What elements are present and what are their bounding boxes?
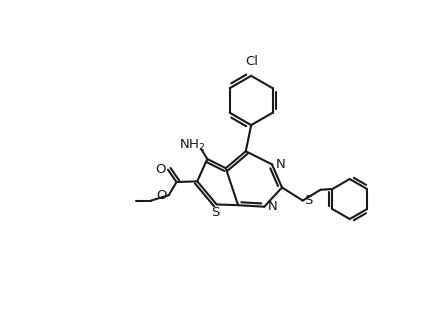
Text: O: O — [156, 189, 166, 202]
Text: N: N — [268, 200, 278, 213]
Text: S: S — [304, 194, 313, 207]
Text: Cl: Cl — [246, 55, 258, 68]
Text: NH$_2$: NH$_2$ — [178, 138, 205, 153]
Text: O: O — [155, 163, 166, 176]
Text: S: S — [211, 206, 219, 219]
Text: N: N — [276, 158, 286, 171]
